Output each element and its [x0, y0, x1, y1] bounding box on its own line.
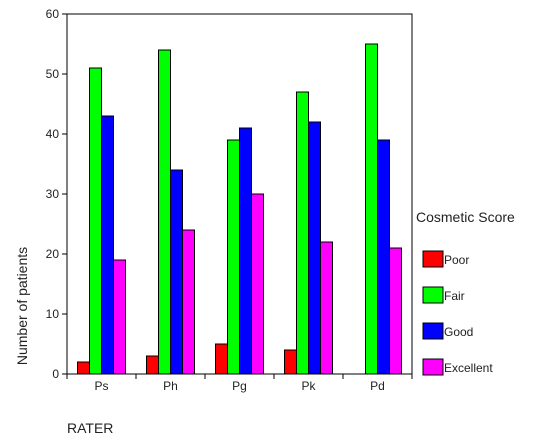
y-tick-label: 40: [46, 127, 60, 141]
bar-excellent-pk: [320, 241, 333, 375]
legend-swatch-excellent: [422, 358, 444, 376]
bar-poor-ph: [146, 355, 159, 375]
x-tick-label: Pd: [370, 379, 385, 393]
x-axis-title: RATER: [67, 420, 113, 436]
legend-label-fair: Fair: [444, 289, 465, 303]
x-tick-label: Ph: [163, 379, 178, 393]
bar-fair-ph: [158, 49, 171, 375]
legend-swatch-poor: [422, 250, 444, 268]
x-tick-label: Ps: [94, 379, 108, 393]
bar-poor-ps: [77, 361, 90, 375]
y-tick-label: 30: [46, 187, 60, 201]
legend-label-poor: Poor: [444, 253, 469, 267]
bar-poor-pg: [215, 343, 228, 375]
bar-fair-pd: [365, 43, 378, 375]
bar-fair-pg: [227, 139, 240, 375]
y-tick-label: 50: [46, 67, 60, 81]
bar-excellent-pg: [251, 193, 264, 375]
bar-excellent-ph: [182, 229, 195, 375]
bar-good-ps: [101, 115, 114, 375]
legend-label-excellent: Excellent: [444, 361, 493, 375]
bar-good-pk: [308, 121, 321, 375]
y-tick-label: 60: [46, 7, 60, 21]
y-tick-label: 20: [46, 247, 60, 261]
legend-swatch-good: [422, 322, 444, 340]
bar-excellent-ps: [113, 259, 126, 375]
bar-fair-pk: [296, 91, 309, 375]
y-tick-label: 0: [52, 367, 59, 381]
legend-swatch-fair: [422, 286, 444, 304]
legend: Cosmetic Score Poor Fair Good Excellent: [416, 209, 515, 376]
bar-poor-pk: [284, 349, 297, 375]
legend-label-good: Good: [444, 325, 473, 339]
y-tick-label: 10: [46, 307, 60, 321]
x-tick-label: Pk: [301, 379, 316, 393]
bar-good-pg: [239, 127, 252, 375]
bar-excellent-pd: [389, 247, 402, 375]
legend-title: Cosmetic Score: [416, 209, 515, 225]
bar-good-pd: [377, 139, 390, 375]
y-axis-title: Number of patients: [14, 247, 30, 365]
bar-fair-ps: [89, 67, 102, 375]
x-tick-label: Pg: [232, 379, 247, 393]
bar-good-ph: [170, 169, 183, 375]
